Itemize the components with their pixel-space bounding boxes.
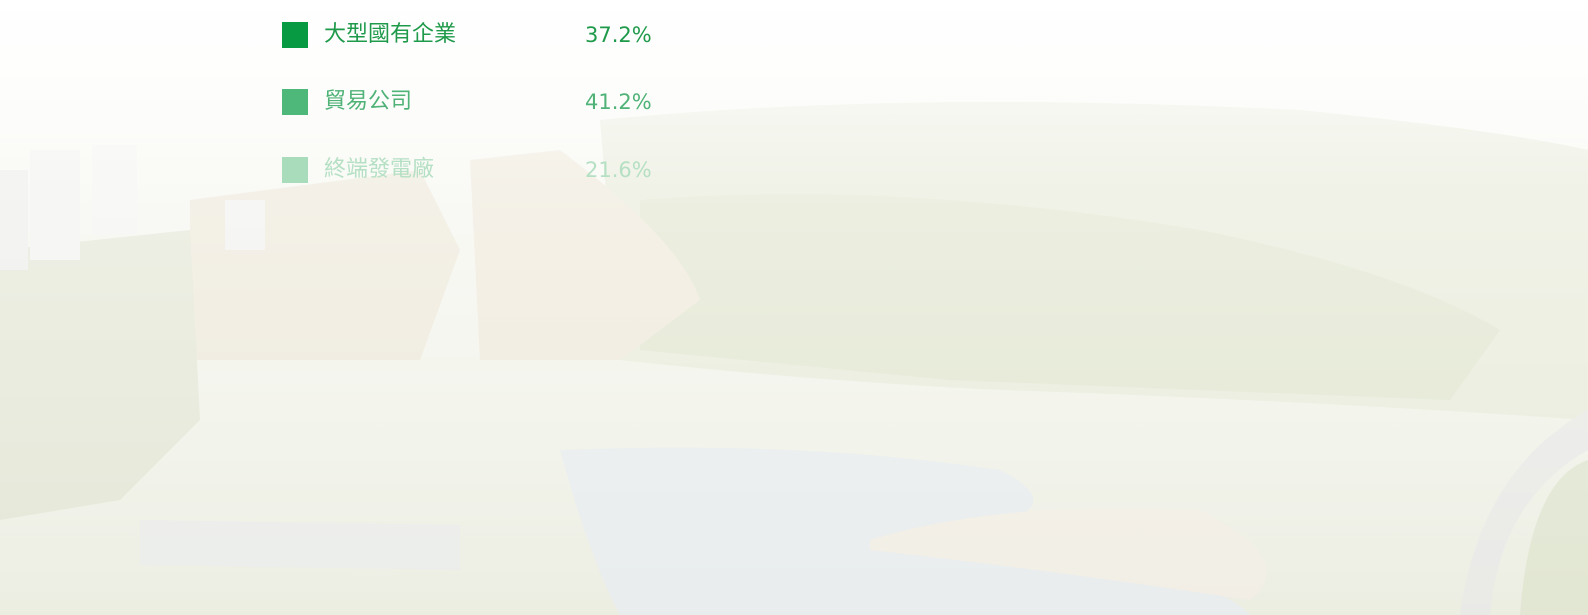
legend-swatch — [282, 157, 308, 183]
legend-item: 大型國有企業 37.2% — [282, 22, 702, 48]
legend-value: 37.2% — [585, 23, 652, 47]
legend-value: 41.2% — [585, 90, 652, 114]
legend-swatch — [282, 89, 308, 115]
legend-label: 大型國有企業 — [324, 22, 457, 47]
legend-swatch — [282, 22, 308, 48]
legend-label: 終端發電廠 — [324, 157, 435, 182]
legend-item: 貿易公司 41.2% — [282, 89, 702, 115]
legend-label: 貿易公司 — [324, 89, 413, 114]
legend-item: 終端發電廠 21.6% — [282, 157, 702, 183]
legend-value: 21.6% — [585, 158, 652, 182]
